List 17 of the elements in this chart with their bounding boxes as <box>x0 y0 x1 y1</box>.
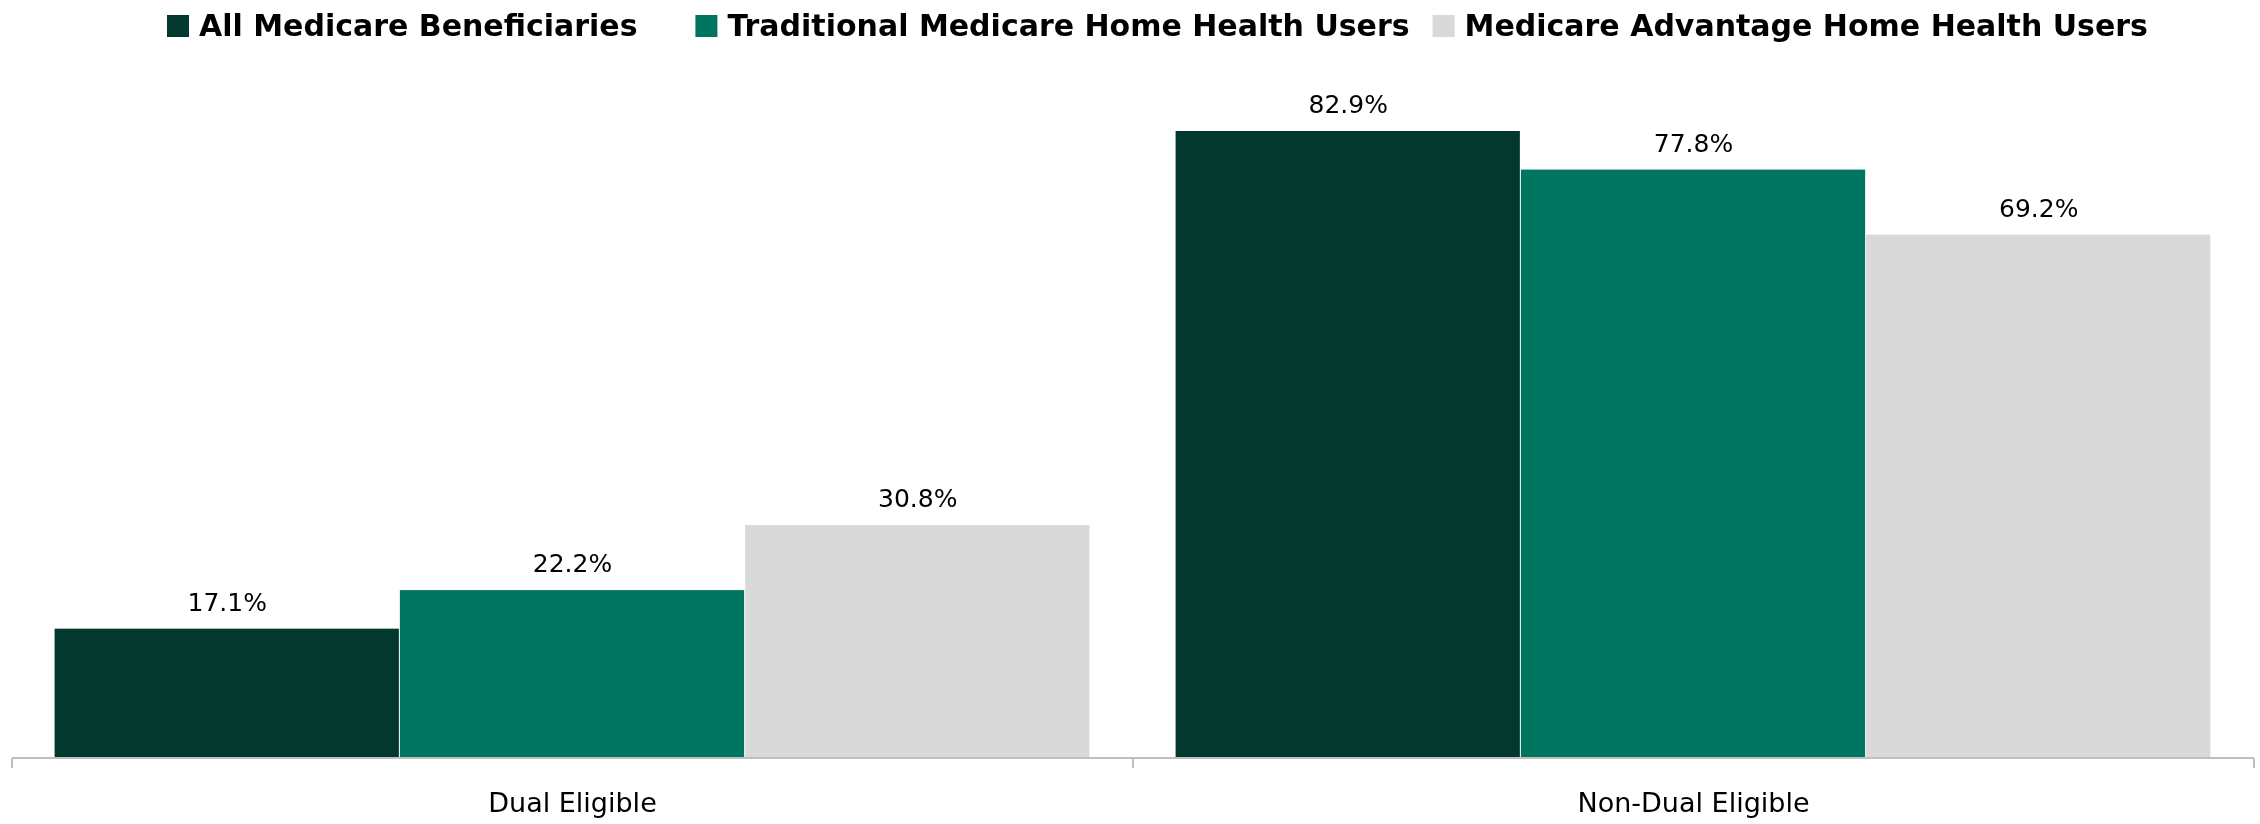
x-tick-label: Dual Eligible <box>488 787 657 818</box>
data-label: 77.8% <box>1653 128 1734 158</box>
legend-label: All Medicare Beneficiaries <box>199 8 638 43</box>
bar <box>1866 234 2211 758</box>
data-label: 82.9% <box>1308 90 1388 119</box>
bar <box>54 628 399 758</box>
legend-label: Medicare Advantage Home Health Users <box>1464 8 2148 43</box>
data-label: 17.1% <box>187 587 267 617</box>
bar <box>1175 131 1520 758</box>
x-tick-label: Non-Dual Eligible <box>1577 787 1810 818</box>
legend-label: Traditional Medicare Home Health Users <box>727 8 1410 43</box>
data-label: 30.8% <box>878 484 958 514</box>
bar <box>745 525 1090 758</box>
bar <box>1520 169 1866 758</box>
bar <box>399 590 745 758</box>
data-label: 69.2% <box>1999 193 2079 223</box>
data-label: 22.2% <box>532 549 613 579</box>
